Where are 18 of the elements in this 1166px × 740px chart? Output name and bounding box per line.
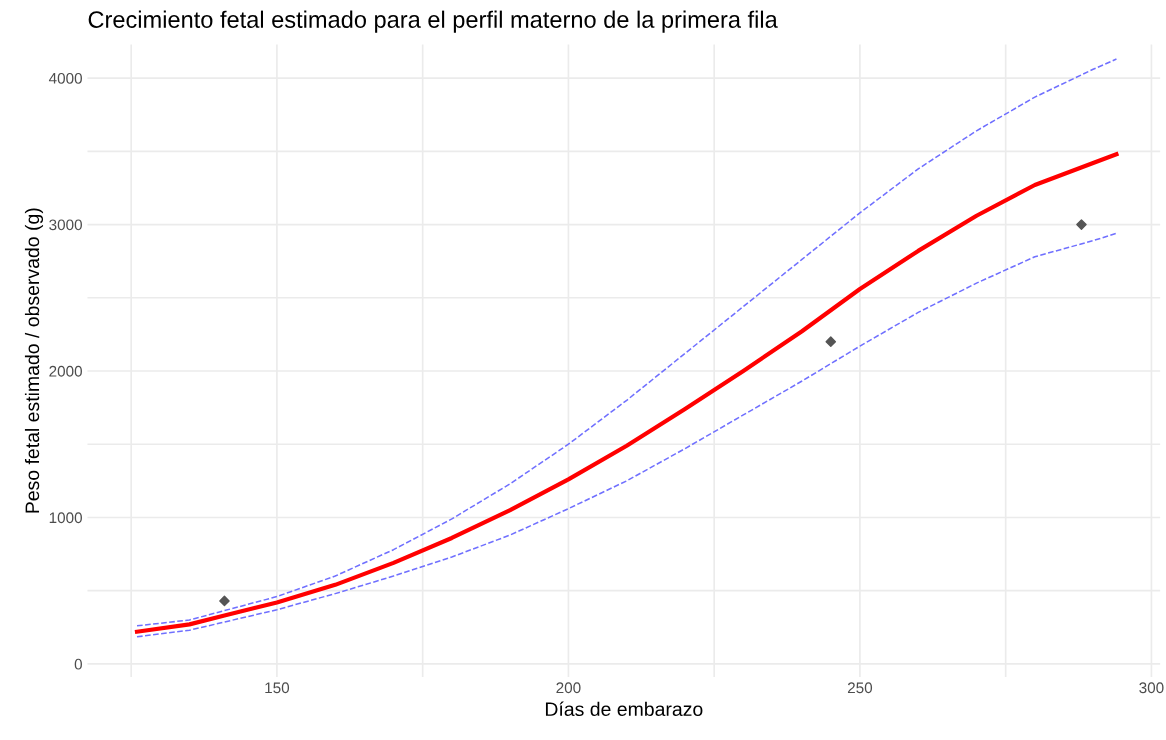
x-tick-label: 150 [265,682,290,694]
line-series [134,152,1119,634]
line-series [136,232,1118,638]
point [1076,219,1087,230]
x-tick-label: 250 [847,682,873,694]
x-tick-label: 200 [556,682,581,694]
y-tick-label: 1000 [49,512,82,524]
x-axis-title: Días de embarazo [545,701,703,717]
chart-title: Crecimiento fetal estimado para el perfil materno de la primera fila [88,10,778,33]
point [219,595,230,607]
point [825,336,837,348]
y-axis-title: Peso fetal estimado / observado (g) [24,208,44,513]
y-tick-label: 0 [74,658,82,670]
x-tick-label: 300 [1139,682,1164,694]
y-tick-label: 4000 [48,72,82,84]
y-tick-label: 3000 [49,219,82,231]
y-tick-label: 2000 [49,365,82,377]
line-series [136,58,1118,627]
